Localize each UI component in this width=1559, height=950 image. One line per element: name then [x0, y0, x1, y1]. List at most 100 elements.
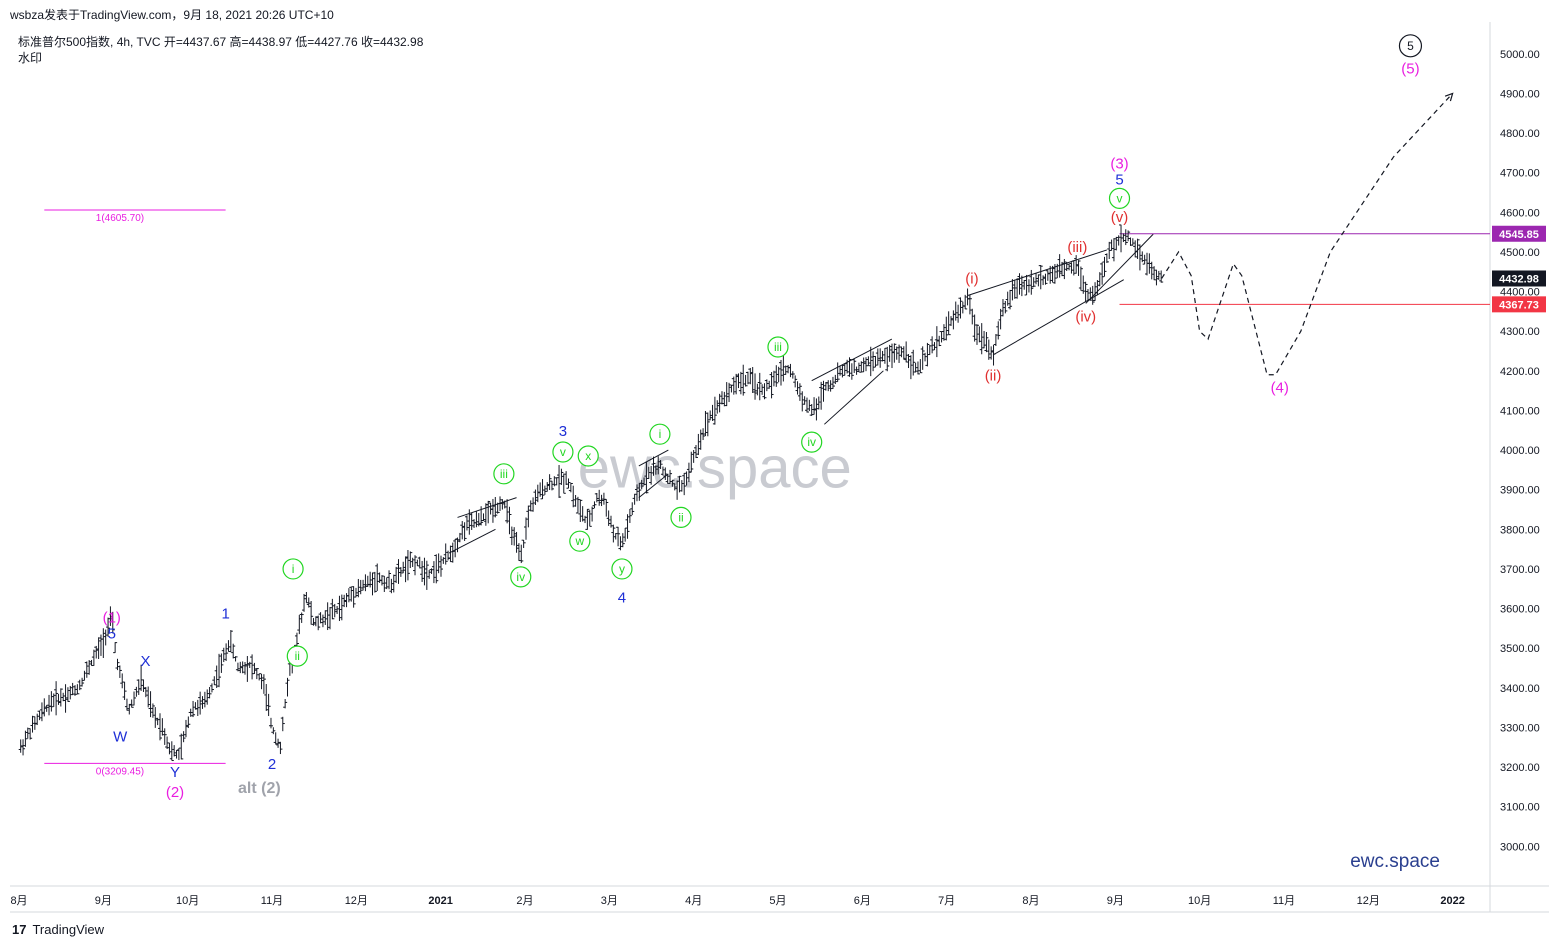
x-tick-label: 2月: [516, 895, 533, 907]
wave-label: 4: [618, 590, 626, 607]
x-tick-label: 7月: [938, 895, 955, 907]
wave-label-circle: [282, 558, 304, 580]
current-price-badge: [1492, 270, 1546, 287]
trendline: [967, 249, 1108, 296]
wave-label: W: [113, 728, 128, 745]
wave-label-circle: [493, 463, 515, 485]
trendline: [811, 338, 893, 382]
wave-label: iv: [516, 570, 525, 584]
wave-label-circle: [801, 431, 823, 453]
y-tick-label: 4900.00: [1500, 88, 1540, 100]
trendline: [457, 497, 517, 518]
y-tick-label: 5000.00: [1500, 49, 1540, 61]
wave-label: iii: [500, 467, 508, 481]
footer-name: TradingView: [32, 922, 105, 937]
x-tick-label: 12月: [345, 895, 368, 907]
x-tick-label: 11月: [1273, 895, 1295, 907]
wave-label-circle: [611, 558, 633, 580]
trendline: [992, 279, 1124, 356]
wave-label: (v): [1111, 209, 1129, 226]
fib-0-label: 0(3209.45): [96, 766, 144, 777]
wave-label-circle: [286, 645, 308, 667]
y-tick-label: 4500.00: [1500, 247, 1540, 259]
wave-label: i: [292, 562, 295, 576]
x-tick-label: 9月: [1107, 895, 1124, 907]
wave-label-circle: [670, 506, 692, 529]
wave-label-circle: [1108, 187, 1131, 209]
wave-label: X: [140, 653, 150, 670]
wave-label: (3): [1110, 156, 1128, 173]
line-4367-badge: [1492, 296, 1546, 313]
wave-label: ii: [295, 649, 300, 663]
y-tick-label: 3100.00: [1500, 802, 1540, 814]
tradingview-logo-icon: 17: [12, 922, 27, 937]
x-tick-label: 8月: [10, 895, 27, 907]
x-tick-label: 10月: [1188, 895, 1211, 907]
wave-label: iv: [807, 435, 816, 449]
x-tick-label: 8月: [1022, 895, 1039, 907]
wave-label: 5: [1407, 39, 1414, 53]
symbol-info: 标准普尔500指数, 4h, TVC 开=4437.67 高=4438.97 低…: [18, 34, 423, 66]
wave-label: y: [619, 562, 625, 576]
wave-label: (iv): [1075, 308, 1096, 325]
y-tick-label: 3800.00: [1500, 524, 1540, 536]
wave-label: (4): [1271, 380, 1289, 397]
trendline: [638, 473, 669, 499]
wave-label-circle: [552, 441, 574, 463]
wave-label: (5): [1401, 61, 1419, 78]
y-tick-label: 4300.00: [1500, 326, 1540, 338]
wave-label: Y: [170, 764, 180, 781]
wave-label: alt (2): [238, 780, 281, 797]
x-tick-label: 9月: [95, 895, 112, 907]
wave-label: w: [574, 534, 584, 548]
watermark-label: 水印: [18, 51, 43, 65]
wave-label: 2: [268, 756, 276, 773]
y-tick-label: 3600.00: [1500, 604, 1540, 616]
wave-label: (ii): [985, 368, 1002, 385]
y-tick-label: 4600.00: [1500, 207, 1540, 219]
y-tick-label: 4200.00: [1500, 366, 1540, 378]
wave-label: v: [560, 445, 566, 459]
x-tick-label: 2021: [428, 895, 452, 907]
wave-label: ii: [678, 510, 683, 524]
wave-label: (i): [965, 271, 978, 288]
x-tick-label: 3月: [601, 895, 618, 907]
wave-label-circle: [569, 530, 591, 552]
y-tick-label: 3500.00: [1500, 643, 1540, 655]
y-tick-label: 4100.00: [1500, 405, 1540, 417]
footer: 17 TradingView: [12, 922, 104, 937]
wave-label: 5: [1115, 172, 1123, 189]
line-4367-badge-label: 4367.73: [1499, 299, 1539, 311]
y-tick-label: 3900.00: [1500, 485, 1540, 497]
wave-label: v: [1117, 191, 1123, 205]
symbol-line: 标准普尔500指数, 4h, TVC 开=4437.67 高=4438.97 低…: [18, 35, 424, 49]
trendline: [448, 528, 496, 554]
wave-label: (iii): [1067, 239, 1087, 256]
wave-label: 5: [108, 625, 116, 642]
line-4545-badge: [1492, 225, 1546, 242]
wave-label: (2): [166, 784, 184, 801]
y-tick-label: 3000.00: [1500, 841, 1540, 853]
wave-label: i: [659, 427, 662, 441]
x-tick-label: 4月: [685, 895, 702, 907]
y-tick-label: 4000.00: [1500, 445, 1540, 457]
wave-label-circle: [767, 336, 789, 358]
wave-label-circle: [577, 445, 599, 467]
wave-label: x: [585, 449, 591, 463]
y-tick-label: 4800.00: [1500, 128, 1540, 140]
y-tick-label: 3200.00: [1500, 762, 1540, 774]
y-tick-label: 3300.00: [1500, 722, 1540, 734]
projection-path: [1161, 92, 1454, 376]
x-tick-label: 10月: [176, 895, 199, 907]
wave-label: 1: [221, 606, 229, 623]
wave-label-circle: [649, 423, 671, 445]
wave-label: iii: [774, 340, 782, 354]
x-tick-label: 12月: [1357, 895, 1380, 907]
line-4545-badge-label: 4545.85: [1499, 229, 1539, 241]
y-tick-label: 3400.00: [1500, 683, 1540, 695]
x-tick-label: 11月: [261, 895, 283, 907]
x-tick-label: 2022: [1440, 895, 1464, 907]
x-tick-label: 6月: [854, 895, 871, 907]
wave-label-circle: [510, 566, 532, 588]
